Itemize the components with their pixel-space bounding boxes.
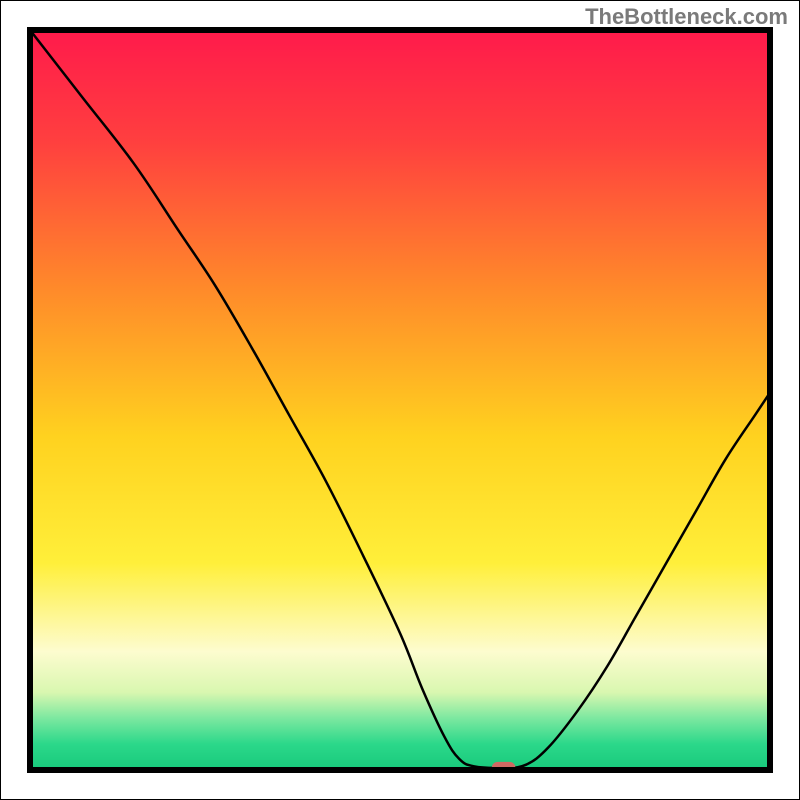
chart-container: TheBottleneck.com bbox=[0, 0, 800, 800]
watermark-text: TheBottleneck.com bbox=[585, 4, 788, 30]
plot-background bbox=[30, 30, 770, 770]
plot-area bbox=[30, 30, 770, 774]
bottleneck-chart bbox=[0, 0, 800, 800]
